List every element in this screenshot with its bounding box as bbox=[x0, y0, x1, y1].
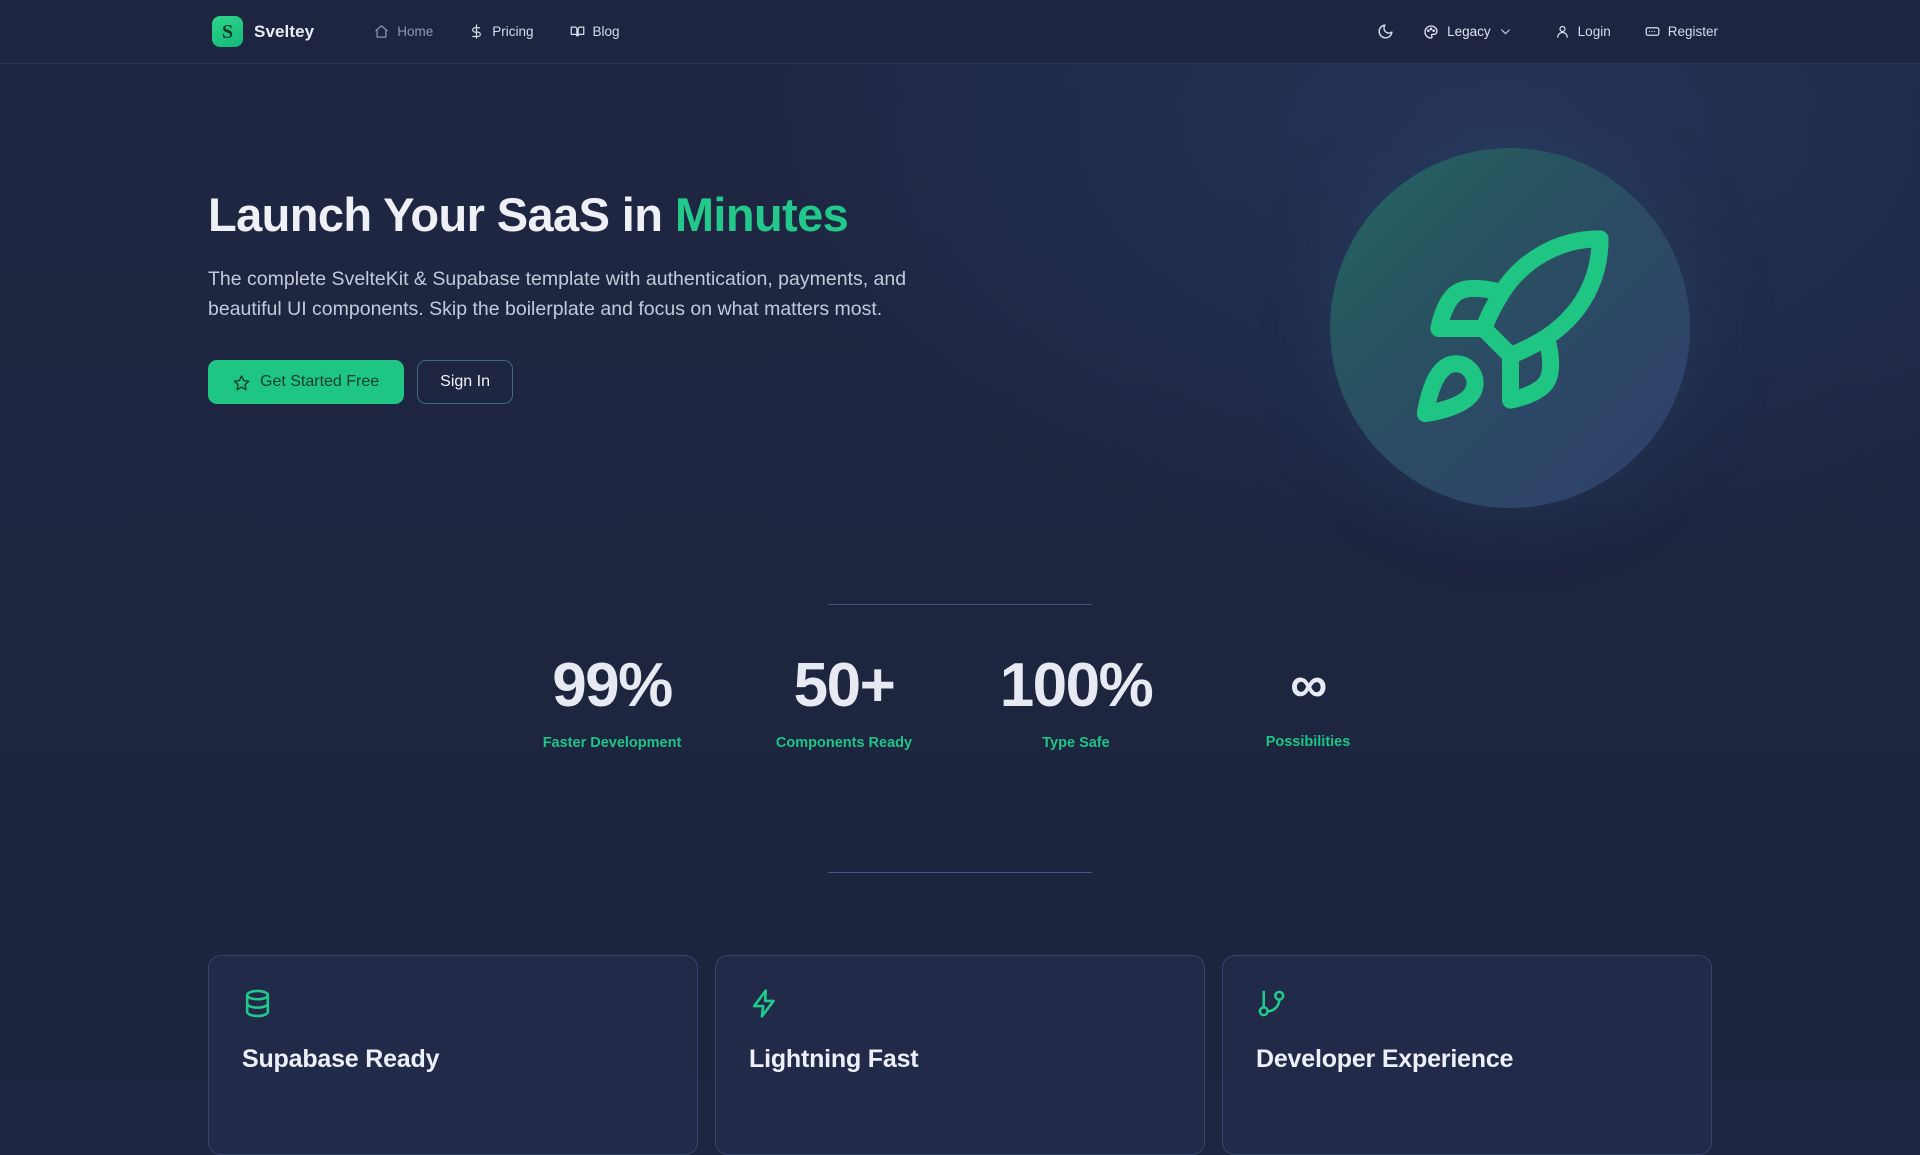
hero-section: Launch Your SaaS in Minutes The complete… bbox=[0, 64, 1920, 604]
feature-card-title: Supabase Ready bbox=[242, 1045, 440, 1073]
stat-item: 50+ Components Ready bbox=[728, 651, 960, 752]
stat-label: Type Safe bbox=[1042, 735, 1110, 751]
moon-icon bbox=[1377, 23, 1394, 40]
stat-label: Faster Development bbox=[542, 735, 682, 751]
id-card-icon bbox=[1645, 24, 1660, 39]
theme-select[interactable]: Legacy bbox=[1412, 17, 1523, 47]
theme-toggle-button[interactable] bbox=[1368, 15, 1402, 49]
sign-in-button[interactable]: Sign In bbox=[417, 360, 513, 405]
hero-title-lead: Launch Your SaaS in bbox=[208, 188, 675, 241]
nav-item-blog[interactable]: Blog bbox=[558, 17, 632, 46]
stat-item: 99% Faster Development bbox=[496, 651, 728, 752]
page-title: Launch Your SaaS in Minutes bbox=[208, 188, 998, 242]
git-branch-icon bbox=[1256, 988, 1287, 1019]
nav-item-blog-label: Blog bbox=[592, 24, 620, 39]
star-icon bbox=[233, 374, 250, 391]
features-section: Supabase Ready Lightning Fast Developer … bbox=[208, 955, 1712, 1155]
database-icon bbox=[242, 988, 273, 1019]
nav-item-login-label: Login bbox=[1577, 24, 1611, 39]
hero-title-accent: Minutes bbox=[674, 188, 849, 241]
stat-value: ∞ bbox=[1290, 656, 1327, 714]
rocket-icon bbox=[1403, 221, 1618, 436]
primary-nav: Home Pricing Blog bbox=[362, 17, 631, 46]
sign-in-label: Sign In bbox=[440, 373, 490, 391]
brand-logo[interactable]: S Sveltey bbox=[212, 16, 314, 47]
nav-item-home[interactable]: Home bbox=[362, 17, 445, 46]
get-started-free-label: Get Started Free bbox=[260, 373, 380, 391]
nav-item-home-label: Home bbox=[397, 24, 434, 39]
home-icon bbox=[374, 24, 389, 39]
hero-subtitle: The complete SvelteKit & Supabase templa… bbox=[208, 267, 907, 321]
hero-copy: Launch Your SaaS in Minutes The complete… bbox=[208, 188, 998, 405]
nav-item-pricing[interactable]: Pricing bbox=[457, 17, 545, 46]
top-navbar: S Sveltey Home Pricing bbox=[0, 0, 1920, 64]
divider-bottom bbox=[828, 872, 1092, 873]
nav-item-pricing-label: Pricing bbox=[492, 24, 534, 39]
brand-name: Sveltey bbox=[254, 21, 315, 41]
theme-select-label: Legacy bbox=[1447, 24, 1491, 39]
feature-card-title: Lightning Fast bbox=[749, 1045, 919, 1073]
get-started-free-button[interactable]: Get Started Free bbox=[208, 360, 405, 405]
stat-item: 100% Type Safe bbox=[960, 651, 1192, 752]
feature-card-supabase-ready[interactable]: Supabase Ready bbox=[208, 955, 698, 1155]
nav-item-login[interactable]: Login bbox=[1543, 17, 1623, 46]
stat-label: Components Ready bbox=[775, 735, 913, 751]
hero-orb bbox=[1330, 148, 1690, 508]
hero-illustration bbox=[1310, 128, 1710, 528]
palette-icon bbox=[1423, 24, 1439, 40]
lightning-bolt-icon bbox=[749, 988, 780, 1019]
stats-section: 99% Faster Development 50+ Components Re… bbox=[0, 651, 1920, 752]
dollar-icon bbox=[469, 24, 484, 39]
book-icon bbox=[570, 24, 585, 39]
divider-top bbox=[828, 604, 1092, 605]
stat-label: Possibilities bbox=[1265, 734, 1351, 751]
user-icon bbox=[1555, 24, 1570, 39]
stat-value: 50+ bbox=[793, 651, 896, 720]
chevron-down-icon bbox=[1499, 25, 1512, 38]
stat-value: 99% bbox=[552, 651, 673, 720]
stat-item: ∞ Possibilities bbox=[1192, 655, 1424, 750]
nav-item-register[interactable]: Register bbox=[1633, 17, 1730, 46]
stat-value: 100% bbox=[999, 651, 1154, 720]
feature-card-title: Developer Experience bbox=[1256, 1045, 1514, 1073]
nav-item-register-label: Register bbox=[1667, 24, 1718, 39]
brand-mark-icon: S bbox=[212, 16, 243, 47]
navbar-left-group: S Sveltey Home Pricing bbox=[212, 16, 632, 47]
feature-card-lightning-fast[interactable]: Lightning Fast bbox=[715, 955, 1205, 1155]
navbar-right-group: Legacy Login Register bbox=[1368, 15, 1730, 49]
feature-card-developer-experience[interactable]: Developer Experience bbox=[1222, 955, 1712, 1155]
hero-actions: Get Started Free Sign In bbox=[208, 360, 998, 405]
